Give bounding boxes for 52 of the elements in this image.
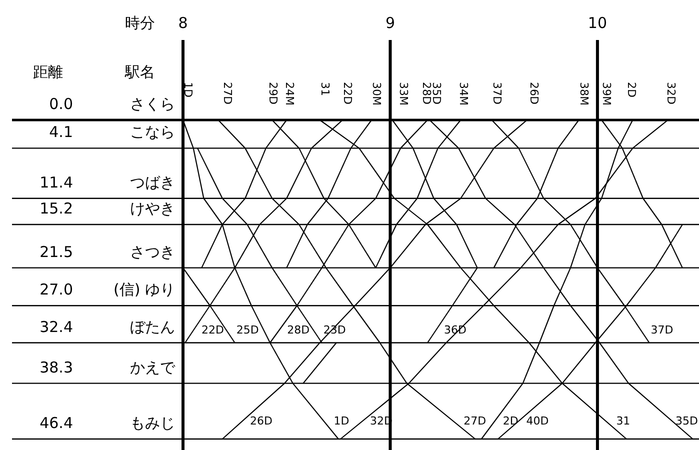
annotation: 28D xyxy=(420,82,433,104)
series-label: 35D xyxy=(676,414,698,428)
series-label: 27D xyxy=(464,414,486,428)
text: (信) ゆり xyxy=(114,280,175,299)
series-label: 28D xyxy=(287,324,310,337)
series-label: 26D xyxy=(250,414,272,428)
y-axis-title: 距離 xyxy=(33,63,63,81)
y-tick-label: 46.4 xyxy=(40,414,73,432)
annotation: 2D xyxy=(624,82,638,98)
text: さつき xyxy=(130,242,175,261)
series-label: 37D xyxy=(650,324,674,337)
y-tick-label: 32.4 xyxy=(40,318,73,336)
annotation: 1D xyxy=(182,82,194,98)
y-tick-label: 38.3 xyxy=(40,358,73,376)
x-tick-label: 9 xyxy=(385,14,395,32)
annotation: 39M xyxy=(600,82,614,106)
annotation: 38M xyxy=(577,82,590,106)
annotation: 32D xyxy=(664,82,678,104)
text: かえで xyxy=(130,358,176,376)
text: 駅名 xyxy=(124,63,155,81)
annotation: 26D xyxy=(528,82,541,104)
y-tick-label: 27.0 xyxy=(40,280,73,299)
x-tick-label: 10 xyxy=(588,14,608,32)
text: ぼたん xyxy=(130,318,175,336)
text: さくら xyxy=(130,95,175,113)
annotation: 37D xyxy=(490,82,504,104)
series-label: 2D xyxy=(502,414,518,428)
text: つばき xyxy=(130,173,175,192)
annotation: 31 xyxy=(318,82,332,96)
x-axis-title: 時分 xyxy=(125,14,155,32)
annotation: 35D xyxy=(430,82,444,104)
text: もみじ xyxy=(130,414,175,432)
series-label: 22D xyxy=(202,324,224,337)
annotation: 33M xyxy=(397,82,410,106)
text: けやき xyxy=(130,200,175,218)
y-tick-label: 11.4 xyxy=(40,173,73,192)
y-tick-label: 21.5 xyxy=(40,242,73,261)
annotation: 27D xyxy=(220,82,234,104)
y-tick-label: 0.0 xyxy=(49,95,73,113)
series-label: 25D xyxy=(236,324,259,337)
annotation: 22D xyxy=(341,82,354,104)
annotation: 30M xyxy=(370,82,384,106)
annotation: 29D xyxy=(266,82,280,104)
y-tick-label: 4.1 xyxy=(49,123,73,142)
text: こなら xyxy=(130,123,175,142)
series-label: 40D xyxy=(526,414,549,428)
series-label: 31 xyxy=(616,414,630,428)
y-tick-label: 15.2 xyxy=(40,200,73,218)
x-tick-label: 8 xyxy=(178,14,188,32)
series-label: 1D xyxy=(334,414,350,428)
annotation: 34M xyxy=(457,82,470,106)
annotation: 24M xyxy=(283,82,296,106)
